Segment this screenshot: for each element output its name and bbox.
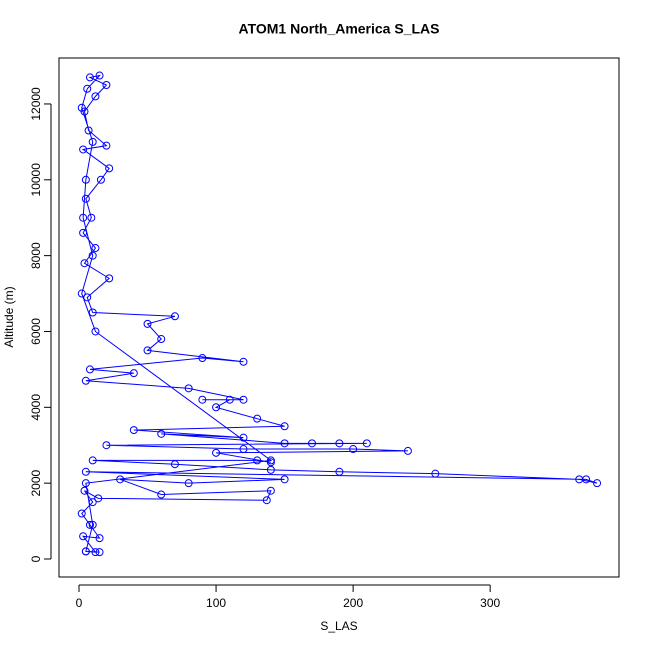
data-point: [129, 369, 138, 378]
data-point: [94, 494, 103, 503]
data-point: [79, 532, 88, 541]
data-point: [83, 293, 92, 302]
data-point: [105, 164, 114, 173]
data-point: [239, 395, 248, 404]
data-point: [143, 346, 152, 355]
data-point: [85, 73, 94, 82]
y-tick-label: 4000: [29, 394, 43, 421]
data-point: [593, 479, 602, 488]
data-point: [88, 498, 97, 507]
data-point: [88, 137, 97, 146]
data-point: [105, 274, 114, 283]
data-point: [308, 439, 317, 448]
data-point: [212, 403, 221, 412]
data-point: [253, 456, 262, 465]
x-axis-label: S_LAS: [320, 619, 357, 633]
data-point: [102, 80, 111, 89]
data-point: [79, 228, 88, 237]
data-point: [77, 103, 86, 112]
data-point: [95, 548, 104, 557]
data-point: [198, 354, 207, 363]
data-point: [96, 175, 105, 184]
data-point: [184, 384, 193, 393]
data-point: [77, 289, 86, 298]
data-point: [403, 446, 412, 455]
data-point: [81, 175, 90, 184]
data-point: [102, 141, 111, 150]
data-point: [143, 319, 152, 328]
data-point: [575, 475, 584, 484]
data-point: [81, 547, 90, 556]
data-point: [79, 213, 88, 222]
data-point: [88, 520, 97, 529]
data-point: [77, 509, 86, 518]
data-point: [280, 422, 289, 431]
data-point: [157, 429, 166, 438]
chart-title: ATOM1 North_America S_LAS: [239, 21, 440, 37]
data-point: [116, 475, 125, 484]
data-point: [253, 414, 262, 423]
data-point: [431, 469, 440, 478]
data-point: [198, 395, 207, 404]
data-point: [81, 479, 90, 488]
data-point: [85, 520, 94, 529]
data-point: [91, 92, 100, 101]
data-point: [87, 213, 96, 222]
data-point: [81, 376, 90, 385]
data-point: [80, 259, 89, 268]
series-line: [81, 74, 598, 553]
data-point: [280, 475, 289, 484]
plot-frame: [58, 57, 620, 578]
data-point: [335, 467, 344, 476]
data-point: [239, 357, 248, 366]
data-point: [280, 439, 289, 448]
data-point: [81, 194, 90, 203]
data-point: [239, 445, 248, 454]
data-point: [81, 467, 90, 476]
y-tick-label: 12000: [29, 87, 43, 121]
data-point: [95, 71, 104, 80]
data-point: [83, 84, 92, 93]
y-axis-label: Altitude (m): [2, 286, 16, 347]
data-point: [88, 308, 97, 317]
x-tick-label: 0: [76, 596, 83, 610]
data-point: [362, 439, 371, 448]
data-point: [266, 486, 275, 495]
data-point: [79, 145, 88, 154]
x-tick-label: 200: [343, 596, 363, 610]
data-point: [335, 439, 344, 448]
data-point: [262, 496, 271, 505]
y-tick-label: 0: [29, 555, 43, 562]
data-point: [266, 456, 275, 465]
data-point: [102, 441, 111, 450]
data-point: [184, 479, 193, 488]
data-point: [157, 490, 166, 499]
data-point: [212, 448, 221, 457]
data-point: [239, 433, 248, 442]
data-point: [91, 244, 100, 253]
y-tick-label: 2000: [29, 469, 43, 496]
y-tick-label: 6000: [29, 318, 43, 345]
data-point: [129, 426, 138, 435]
data-point: [85, 365, 94, 374]
data-point: [170, 460, 179, 469]
data-point: [349, 445, 358, 454]
x-tick-label: 300: [480, 596, 500, 610]
data-point: [88, 251, 97, 260]
data-point: [91, 327, 100, 336]
data-point: [84, 126, 93, 135]
y-tick-label: 8000: [29, 242, 43, 269]
x-tick-label: 100: [206, 596, 226, 610]
data-point: [95, 534, 104, 543]
data-point: [91, 548, 100, 557]
data-point: [88, 456, 97, 465]
data-point: [170, 312, 179, 321]
data-point: [157, 335, 166, 344]
y-tick-label: 10000: [29, 163, 43, 197]
data-point: [225, 395, 234, 404]
data-point: [80, 486, 89, 495]
data-point: [266, 465, 275, 474]
